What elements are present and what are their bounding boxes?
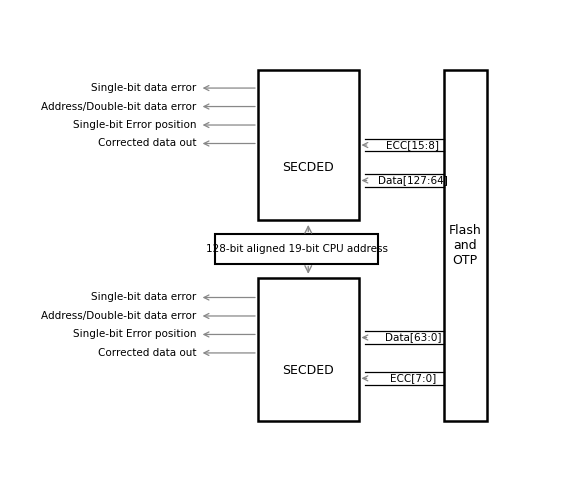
Text: Single-bit Error position: Single-bit Error position: [73, 329, 197, 340]
Bar: [258, 278, 359, 421]
Text: SECDED: SECDED: [282, 365, 334, 377]
Text: Single-bit data error: Single-bit data error: [91, 83, 197, 93]
Text: 128-bit aligned 19-bit CPU address: 128-bit aligned 19-bit CPU address: [206, 244, 388, 254]
Text: SECDED: SECDED: [282, 161, 334, 174]
Text: Single-bit Error position: Single-bit Error position: [73, 120, 197, 130]
Text: Data[127:64]: Data[127:64]: [378, 175, 448, 185]
Text: Data[63:0]: Data[63:0]: [385, 333, 441, 343]
Bar: [215, 234, 378, 264]
Text: Address/Double-bit data error: Address/Double-bit data error: [41, 101, 197, 112]
Text: Address/Double-bit data error: Address/Double-bit data error: [41, 311, 197, 321]
Text: ECC[7:0]: ECC[7:0]: [390, 373, 436, 383]
Text: Corrected data out: Corrected data out: [98, 139, 197, 148]
Bar: [444, 71, 486, 421]
Bar: [258, 71, 359, 220]
Text: ECC[15:8]: ECC[15:8]: [386, 140, 439, 150]
Text: Corrected data out: Corrected data out: [98, 348, 197, 358]
Text: Flash
and
OTP: Flash and OTP: [449, 224, 482, 267]
Text: Single-bit data error: Single-bit data error: [91, 293, 197, 302]
